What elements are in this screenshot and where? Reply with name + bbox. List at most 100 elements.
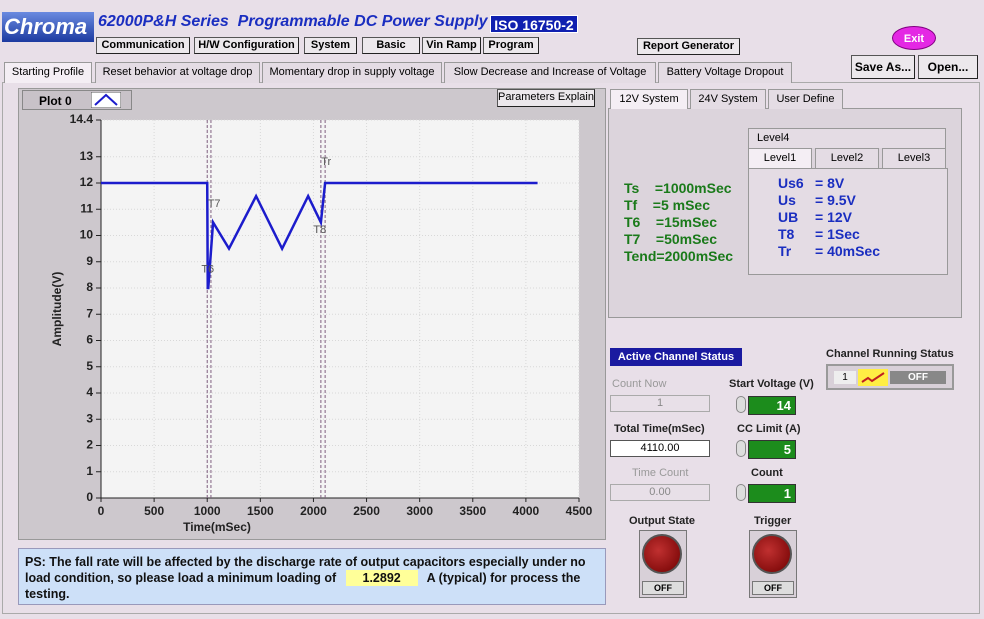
tab[interactable]: Starting Profile [4, 62, 92, 83]
param-label: UB [778, 209, 799, 225]
param-label: T8 [778, 226, 795, 242]
x-tick-label: 3000 [406, 504, 433, 518]
level-tab[interactable]: Level1 [748, 148, 812, 168]
status-icon [858, 369, 888, 386]
system-tab[interactable]: 24V System [690, 89, 766, 109]
start-voltage-field[interactable]: 14 [748, 396, 796, 415]
y-tick-label: 11 [80, 201, 93, 215]
y-tick-label: 2 [86, 438, 93, 452]
param-label: Tr [778, 243, 792, 259]
tab[interactable]: Reset behavior at voltage drop [95, 62, 260, 83]
y-axis-title: Amplitude(V) [50, 272, 64, 347]
label: Channel Running Status [826, 348, 954, 360]
params-explain-button[interactable]: Parameters Explain [497, 89, 595, 107]
x-tick-label: 4000 [513, 504, 540, 518]
spinner[interactable] [736, 484, 746, 501]
y-tick-label: 0 [86, 490, 93, 504]
y-tick-label: 5 [86, 359, 93, 373]
x-tick-label: 3500 [459, 504, 486, 518]
x-axis-title: Time(mSec) [183, 520, 251, 534]
param-value: = 9.5V [815, 192, 856, 208]
param-text: Tf =5 mSec [624, 197, 710, 213]
x-tick-label: 2500 [353, 504, 380, 518]
label: Start Voltage (V) [729, 378, 814, 390]
legend-label: Plot 0 [39, 94, 72, 108]
open-button[interactable]: Open... [918, 55, 978, 79]
plot-legend: Plot 0 [22, 90, 132, 110]
y-tick-label: 14.4 [70, 112, 94, 126]
brand-logo: Chroma [2, 12, 94, 42]
count-now-field: 1 [610, 395, 710, 412]
x-tick-label: 2000 [300, 504, 327, 518]
label: Output State [629, 515, 695, 527]
trigger-state: OFF [752, 581, 794, 595]
menu-button[interactable]: System [304, 37, 357, 54]
report-button[interactable]: Report Generator [637, 38, 740, 55]
x-tick-label: 4500 [566, 504, 593, 518]
label: Time Count [632, 467, 689, 479]
x-tick-label: 0 [98, 504, 105, 518]
trigger-switch[interactable]: OFF [749, 530, 797, 598]
app-title: 62000P&H Series Programmable DC Power Su… [98, 13, 488, 30]
level-tab[interactable]: Level3 [882, 148, 946, 168]
system-tab[interactable]: User Define [768, 89, 843, 109]
x-tick-label: 1000 [194, 504, 221, 518]
param-value: = 1Sec [815, 226, 860, 242]
param-label: Us [778, 192, 796, 208]
menu-button[interactable]: Vin Ramp [422, 37, 481, 54]
count-field[interactable]: 1 [748, 484, 796, 503]
status-title: Active Channel Status [610, 348, 742, 366]
label: Count [751, 467, 783, 479]
system-tab[interactable]: 12V System [610, 89, 688, 109]
exit-button[interactable]: Exit [892, 26, 936, 50]
y-tick-label: 1 [86, 464, 93, 478]
level-box [748, 168, 948, 275]
cc-limit-field[interactable]: 5 [748, 440, 796, 459]
label: Trigger [754, 515, 792, 527]
data-line [101, 181, 538, 290]
label: Count Now [612, 378, 667, 390]
knob [752, 534, 792, 574]
output-state: OFF [642, 581, 684, 595]
output-switch[interactable]: OFF [639, 530, 687, 598]
spinner[interactable] [736, 396, 746, 413]
annotation: T6 [201, 264, 214, 276]
level-tab[interactable]: Level2 [815, 148, 879, 168]
x-tick-label: 500 [144, 504, 164, 518]
y-tick-label: 10 [80, 228, 94, 242]
plot-area [101, 120, 579, 498]
tab[interactable]: Slow Decrease and Increase of Voltage [444, 62, 656, 83]
menu-button[interactable]: Communication [96, 37, 190, 54]
chart: 0 500 1000 1500 2000 2500 3000 3500 4000 4500 0 1 2 3… [50, 112, 593, 534]
menu-button[interactable]: Program [483, 37, 539, 54]
label: Total Time(mSec) [614, 423, 705, 435]
param-value: = 40mSec [815, 243, 880, 259]
time-count-field: 0.00 [610, 484, 710, 501]
note-box: PS: The fall rate will be affected by th… [18, 548, 606, 605]
annotation: Tr [321, 156, 331, 168]
total-time-field[interactable]: 4110.00 [610, 440, 710, 457]
annotation: T7 [208, 198, 221, 210]
tab[interactable]: Battery Voltage Dropout [658, 62, 792, 83]
channel-number: 1 [834, 371, 856, 384]
save-button[interactable]: Save As... [851, 55, 915, 79]
menu-button[interactable]: H/W Configuration [194, 37, 299, 54]
menu-button[interactable]: Basic [362, 37, 420, 54]
label: CC Limit (A) [737, 423, 801, 435]
spinner[interactable] [736, 440, 746, 457]
annotation: T8 [313, 224, 326, 236]
param-text: Ts =1000mSec [624, 180, 732, 196]
y-tick-label: 7 [86, 306, 93, 320]
x-tick-label: 1500 [247, 504, 274, 518]
y-tick-label: 13 [80, 149, 94, 163]
running-state: OFF [890, 371, 946, 384]
level-tab[interactable]: Level4 [748, 128, 946, 148]
y-tick-label: 3 [86, 411, 93, 425]
param-text: T7 =50mSec [624, 231, 718, 247]
knob [642, 534, 682, 574]
y-tick-label: 8 [86, 280, 93, 294]
param-value: = 8V [815, 175, 845, 191]
tab[interactable]: Momentary drop in supply voltage [262, 62, 442, 83]
note-text: PS: The fall rate will be affected by th… [25, 555, 586, 585]
